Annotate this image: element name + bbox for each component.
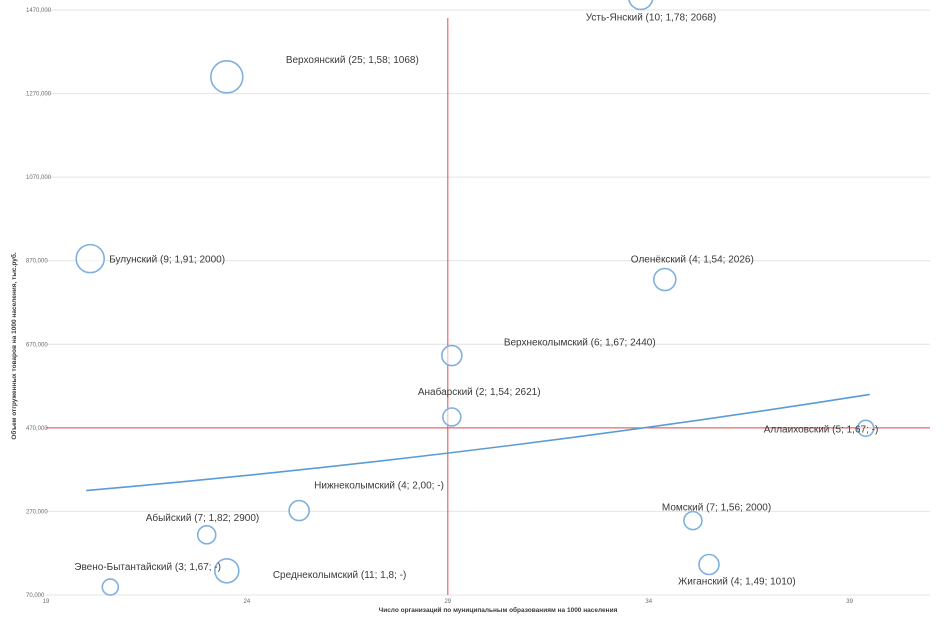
y-tick-label: 470,000	[26, 426, 48, 432]
tick-layer: 1470,000 1270,000 1070,000 870,000 670,000 47…	[26, 8, 854, 605]
bubble-point	[698, 553, 720, 576]
y-tick-label: 670,000	[26, 342, 48, 348]
y-tick-label: 1270,000	[26, 92, 52, 98]
x-axis-label: Число организаций по муниципальным образ…	[379, 606, 618, 614]
bubble-point	[652, 267, 677, 292]
data-label: Момский (7; 1,56; 2000)	[662, 503, 771, 514]
bubble-point	[442, 407, 462, 427]
x-tick-label: 39	[846, 599, 853, 605]
data-label: Среднеколымский (11; 1,8; -)	[273, 570, 406, 581]
bubble-point	[196, 525, 217, 545]
trendline-layer	[86, 393, 870, 492]
label-layer: Усть-Янский (10; 1,78; 2068) Верхоянский …	[74, 12, 878, 587]
bubble-point	[288, 499, 310, 522]
data-label: Эвено-Бытантайский (3; 1,67; -)	[74, 562, 221, 573]
data-label: Жиганский (4; 1,49; 1010)	[678, 576, 796, 587]
data-label: Анабарский (2; 1,54; 2621)	[418, 386, 541, 398]
bubble-point	[441, 344, 463, 367]
bubble-point	[75, 243, 105, 274]
bubble-layer	[75, 0, 875, 596]
bubble-point	[214, 557, 240, 584]
y-tick-label: 1470,000	[26, 8, 52, 14]
y-tick-label: 70,000	[26, 593, 45, 599]
grid-layer	[46, 9, 930, 596]
bubble-point	[210, 60, 244, 94]
data-label: Оленёкский (4; 1,54; 2026)	[631, 255, 754, 266]
data-label: Абыйский (7; 1,82; 2900)	[146, 512, 260, 524]
bubble-point	[628, 0, 654, 11]
data-label: Нижнеколымский (4; 2,00; -)	[314, 481, 444, 492]
trendline	[86, 393, 870, 492]
bubble-point	[683, 510, 703, 531]
x-tick-label: 19	[43, 599, 50, 605]
y-tick-label: 270,000	[26, 509, 48, 515]
data-label: Булунский (9; 1,91; 2000)	[109, 255, 225, 266]
data-label: Аллаиховский (5; 1,67; -)	[764, 424, 879, 435]
x-tick-label: 24	[244, 599, 251, 605]
y-tick-label: 870,000	[26, 259, 48, 265]
data-label: Верхнеколымский (6; 1,67; 2440)	[504, 338, 656, 349]
reference-lines	[46, 18, 930, 595]
bubble-point	[856, 419, 875, 438]
y-axis-label: Объем отгруженных товаров на 1000 населе…	[10, 252, 18, 439]
y-tick-label: 1070,000	[26, 175, 52, 181]
bubble-point	[101, 578, 120, 596]
data-label: Верхоянский (25; 1,58; 1068)	[286, 55, 419, 66]
data-label: Усть-Янский (10; 1,78; 2068)	[586, 12, 716, 23]
x-tick-label: 34	[645, 599, 652, 605]
x-tick-label: 29	[444, 599, 451, 605]
